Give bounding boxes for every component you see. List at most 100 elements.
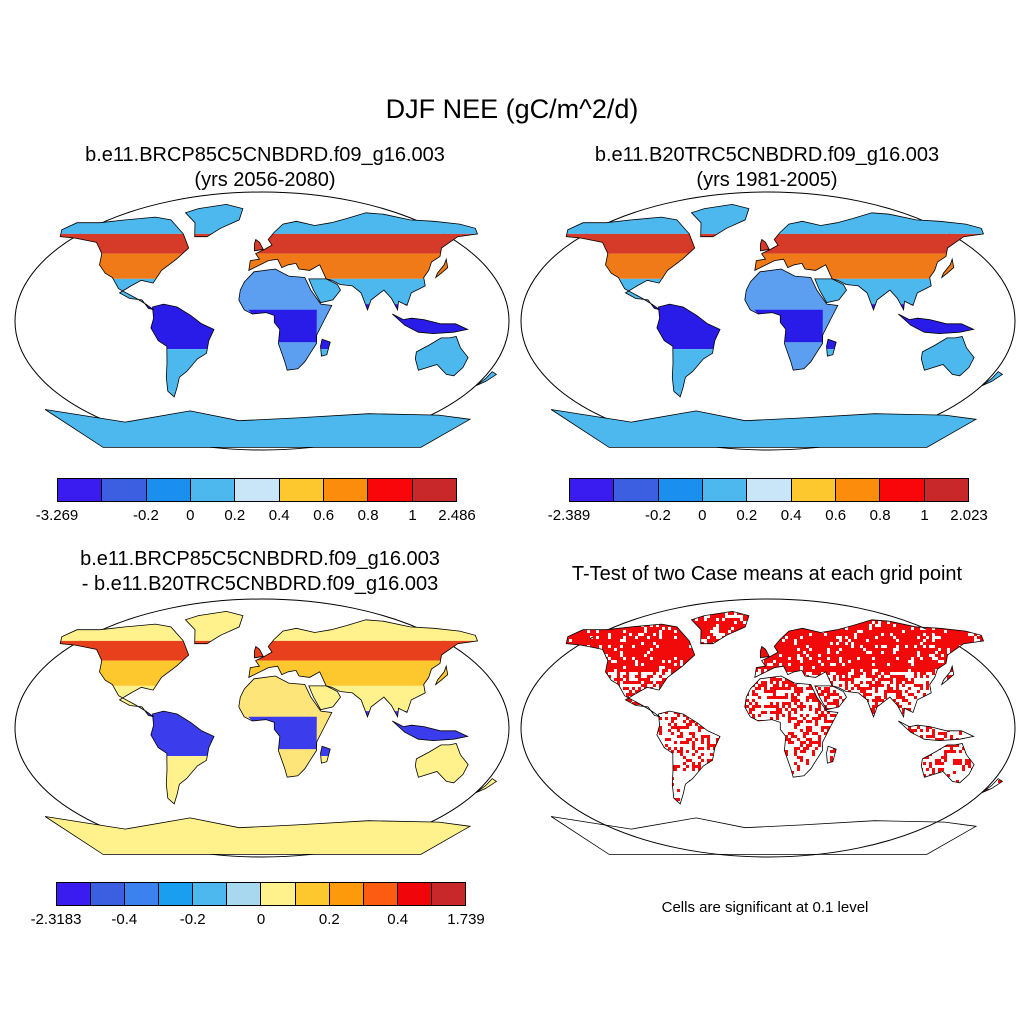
colorbar-tick-label: 1 bbox=[408, 507, 417, 524]
greenland-coastline bbox=[690, 610, 750, 645]
arabia-coastline bbox=[814, 685, 847, 711]
colorbar-tick-label: 0 bbox=[698, 507, 707, 524]
japan-coastline bbox=[434, 664, 449, 686]
colorbar-swatch bbox=[190, 479, 236, 501]
greenland-coastline bbox=[184, 203, 244, 238]
colorbar-tick-label: 0.8 bbox=[357, 507, 379, 524]
colorbar-swatch bbox=[835, 479, 881, 501]
colorbar-panel2 bbox=[569, 478, 969, 502]
colorbar-swatch bbox=[91, 883, 126, 905]
africa-coastline bbox=[238, 268, 333, 371]
colorbar-tick-label: 0.2 bbox=[318, 911, 340, 928]
uk-coastline bbox=[759, 645, 770, 659]
australia-coastline bbox=[414, 336, 469, 377]
southAmerica-coastline bbox=[656, 710, 721, 805]
madagascar-coastline bbox=[320, 745, 331, 764]
panel2-title-line1: b.e11.B20TRC5CNBDRD.f09_g16.003 bbox=[594, 144, 940, 166]
colorbar-swatch bbox=[658, 479, 703, 501]
colorbar-swatch bbox=[57, 883, 92, 905]
colorbar-tick-label: 0.4 bbox=[387, 911, 409, 928]
colorbar-tick-label: -0.2 bbox=[644, 507, 671, 524]
eurasia-coastline bbox=[754, 619, 985, 719]
uk-coastline bbox=[253, 645, 264, 659]
colorbar-swatch bbox=[363, 883, 398, 905]
colorbar-tick-label: -0.2 bbox=[179, 911, 206, 928]
indonesia-coastline bbox=[898, 720, 975, 742]
antarctica-coastline bbox=[550, 409, 978, 448]
colorbar-swatch bbox=[146, 479, 191, 501]
colorbar-swatch bbox=[295, 883, 330, 905]
colorbar-tick-label: 1 bbox=[920, 507, 929, 524]
colorbar-swatch bbox=[159, 883, 194, 905]
madagascar-coastline bbox=[826, 338, 837, 357]
colorbar-swatch bbox=[261, 883, 296, 905]
colorbar-tick-label: 0.2 bbox=[224, 507, 246, 524]
nz-coastline bbox=[475, 778, 498, 793]
arabia-coastline bbox=[308, 685, 341, 711]
colorbar-tick-label: 1.739 bbox=[447, 911, 485, 928]
australia-fill bbox=[415, 336, 469, 376]
antarctica-coastline bbox=[44, 816, 472, 855]
northAmerica-coastline bbox=[59, 623, 190, 718]
map-panel2 bbox=[520, 191, 1016, 451]
colorbar-swatch bbox=[702, 479, 748, 501]
nz-coastline bbox=[981, 778, 1004, 793]
panel4-title: T-Test of two Case means at each grid po… bbox=[571, 563, 963, 585]
nz-coastline bbox=[981, 371, 1004, 386]
eurasia-coastline bbox=[754, 212, 985, 312]
colorbar-panel1 bbox=[57, 478, 457, 502]
colorbar-swatch bbox=[329, 883, 364, 905]
southAmerica-coastline bbox=[150, 303, 215, 398]
figure-title: DJF NEE (gC/m^2/d) bbox=[385, 94, 639, 124]
colorbar-panel3 bbox=[56, 882, 466, 906]
colorbar-tick-label: 2.023 bbox=[950, 507, 988, 524]
colorbar-swatch bbox=[791, 479, 836, 501]
panel3-title-line2: - b.e11.B20TRC5CNBDRD.f09_g16.003 bbox=[81, 573, 439, 595]
colorbar-tick-label: 0.4 bbox=[780, 507, 802, 524]
colorbar-swatch bbox=[614, 479, 659, 501]
antarctica-fill bbox=[45, 816, 470, 855]
colorbar-swatch bbox=[125, 883, 160, 905]
indonesia-coastline bbox=[898, 313, 975, 335]
significance-note: Cells are significant at 0.1 level bbox=[661, 899, 869, 916]
colorbar-swatch bbox=[397, 883, 432, 905]
colorbar-tick-label: -3.269 bbox=[35, 507, 79, 524]
colorbar-tick-label: -0.2 bbox=[132, 507, 159, 524]
australia-coastline bbox=[920, 743, 975, 784]
panel1-title-line2: (yrs 2056-2080) bbox=[194, 169, 336, 191]
africa-coastline bbox=[744, 675, 839, 778]
madagascar-coastline bbox=[320, 338, 331, 357]
colorbar-tick-label: 0 bbox=[256, 911, 266, 928]
colorbar-swatch bbox=[924, 479, 968, 501]
arabia-coastline bbox=[308, 278, 341, 304]
australia-fill bbox=[415, 743, 469, 783]
colorbar-tick-label: -2.3183 bbox=[30, 911, 82, 928]
australia-coastline bbox=[414, 743, 469, 784]
uk-coastline bbox=[253, 238, 264, 252]
map-panel1 bbox=[14, 191, 510, 451]
indonesia-coastline bbox=[392, 720, 469, 742]
indonesia-coastline bbox=[392, 313, 469, 335]
japan-coastline bbox=[940, 257, 955, 279]
antarctica-fill bbox=[551, 409, 976, 448]
colorbar-tick-label: -2.389 bbox=[547, 507, 591, 524]
colorbar-tick-label: 0.6 bbox=[313, 507, 335, 524]
colorbar-swatch bbox=[102, 479, 147, 501]
northAmerica-coastline bbox=[59, 216, 190, 311]
colorbar-tick-label: 0.4 bbox=[268, 507, 290, 524]
colorbar-tick-label: 0.6 bbox=[825, 507, 847, 524]
colorbar-swatch bbox=[58, 479, 103, 501]
greenland-coastline bbox=[690, 203, 750, 238]
antarctica-fill bbox=[45, 409, 470, 448]
southAmerica-coastline bbox=[656, 303, 721, 398]
panel1-title-line1: b.e11.BRCP85C5CNBDRD.f09_g16.003 bbox=[85, 144, 445, 166]
map-panel3 bbox=[14, 598, 510, 858]
colorbar-tick-label: 0 bbox=[186, 507, 195, 524]
colorbar-swatch bbox=[227, 883, 262, 905]
map-panel4 bbox=[520, 598, 1016, 858]
australia-coastline bbox=[920, 336, 975, 377]
panel3-title-line1: b.e11.BRCP85C5CNBDRD.f09_g16.003 bbox=[80, 548, 440, 570]
colorbar-swatch bbox=[431, 883, 465, 905]
colorbar-tick-label: 0.8 bbox=[869, 507, 891, 524]
colorbar-swatch bbox=[880, 479, 925, 501]
